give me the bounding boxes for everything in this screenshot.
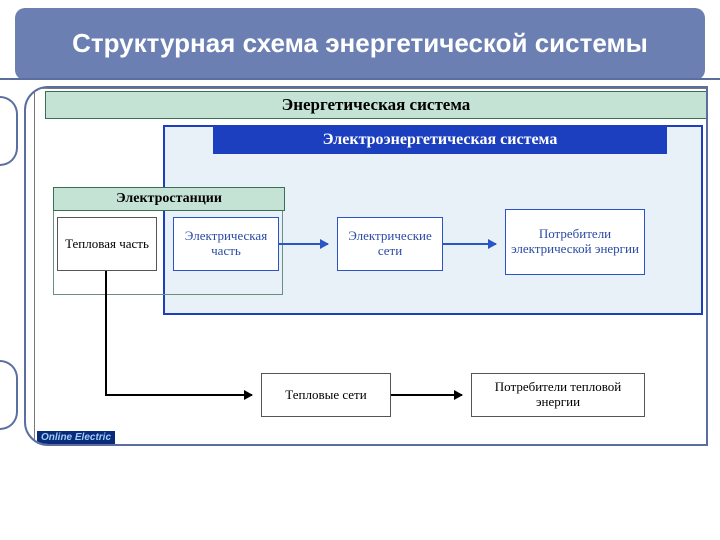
diagram-frame: Энергетическая система Электроэнергетиче… [24,86,708,446]
node-thermal-nets: Тепловые сети [261,373,391,417]
side-tab-decor [0,360,18,430]
eps-header: Электроэнергетическая система [213,126,667,154]
stations-header: Электростанции [53,187,285,211]
node-electric-part: Электрическая часть [173,217,279,271]
energy-system-header: Энергетическая система [45,91,707,119]
node-label: Тепловая часть [65,237,149,252]
watermark-text: Online Electric [41,432,111,443]
node-electric-nets: Электрические сети [337,217,443,271]
arrow-thermal-part-right [105,394,252,396]
slide-title-text: Структурная схема энергетической системы [72,28,648,59]
node-label: Электрическая часть [178,229,274,259]
node-label: Электрические сети [342,229,438,259]
node-thermal-part: Тепловая часть [57,217,157,271]
energy-system-header-label: Энергетическая система [282,95,471,114]
node-label: Потребители электрической энергии [510,227,640,257]
node-consumers-elec: Потребители электрической энергии [505,209,645,275]
eps-header-label: Электроэнергетическая система [323,131,558,148]
diagram-canvas: Энергетическая система Электроэнергетиче… [34,88,708,446]
title-underline [0,78,720,80]
node-label: Потребители тепловой энергии [476,380,640,410]
side-tab-decor [0,96,18,166]
arrow-electric-nets-to-consumers [443,243,496,245]
arrow-electric-part-to-nets [279,243,328,245]
node-label: Тепловые сети [285,388,366,403]
watermark: Online Electric [37,431,115,444]
arrow-thermal-nets-to-consumers [391,394,462,396]
arrow-thermal-part-down [105,271,107,395]
stations-header-label: Электростанции [116,191,222,206]
slide-title: Структурная схема энергетической системы [15,8,705,80]
node-consumers-heat: Потребители тепловой энергии [471,373,645,417]
